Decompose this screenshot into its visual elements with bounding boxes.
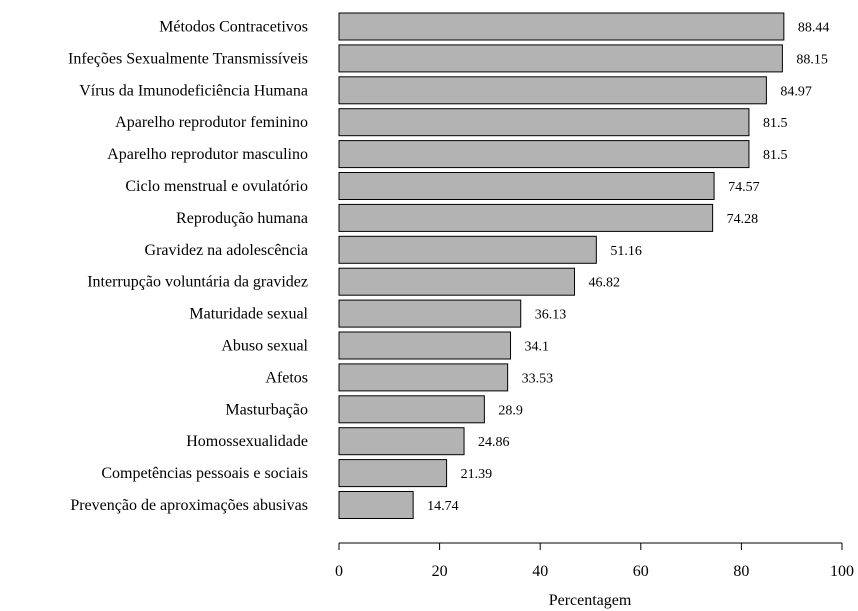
value-label: 33.53 (522, 371, 554, 386)
x-tick-label: 20 (432, 563, 448, 580)
category-label: Reprodução humana (176, 210, 308, 227)
value-label: 88.15 (796, 52, 828, 67)
bar (338, 235, 597, 264)
category-label: Interrupção voluntária da gravidez (87, 274, 308, 291)
bar (338, 363, 509, 392)
category-label: Masturbação (225, 401, 308, 418)
value-label: 36.13 (535, 308, 567, 323)
value-label: 21.39 (461, 467, 493, 482)
bar (338, 203, 714, 232)
category-label: Aparelho reprodutor feminino (115, 114, 308, 131)
value-labels: 88.44 88.15 84.97 81.5 81.5 74.57 74.28 51.16 46… (427, 21, 829, 515)
value-label: 24.86 (478, 435, 510, 450)
bar (338, 76, 767, 105)
x-axis-title: Percentagem (549, 592, 632, 609)
bar (338, 395, 485, 424)
bar (338, 299, 522, 328)
value-label: 84.97 (780, 84, 812, 99)
bar (338, 267, 576, 296)
value-label: 81.5 (763, 148, 788, 163)
bar (338, 108, 750, 137)
value-label: 81.5 (763, 116, 788, 131)
value-label: 46.82 (589, 276, 621, 291)
bar (338, 331, 512, 360)
category-label: Métodos Contracetivos (159, 19, 308, 36)
value-label: 28.9 (498, 403, 523, 418)
category-label: Competências pessoais e sociais (101, 465, 308, 482)
category-label: Homossexualidade (186, 433, 308, 450)
x-axis: 0 20 40 60 80 100 (335, 542, 854, 580)
x-tick-label: 0 (335, 563, 343, 580)
x-tick-label: 40 (532, 563, 548, 580)
value-label: 74.57 (728, 180, 760, 195)
bar (338, 491, 414, 519)
category-label: Aparelho reprodutor masculino (107, 146, 308, 163)
category-label: Maturidade sexual (189, 306, 308, 323)
value-label: 88.44 (798, 21, 830, 36)
category-label: Infeções Sexualmente Transmissíveis (68, 50, 308, 67)
category-label: Abuso sexual (221, 338, 308, 355)
bar (338, 12, 785, 41)
bars-group (338, 12, 785, 519)
x-tick-label: 80 (733, 563, 749, 580)
category-label: Prevenção de aproximações abusivas (70, 497, 308, 514)
bar (338, 172, 715, 200)
category-label: Ciclo menstrual e ovulatório (125, 178, 308, 195)
x-tick-label: 60 (633, 563, 649, 580)
bar (338, 140, 750, 169)
category-label: Afetos (265, 369, 308, 386)
value-label: 51.16 (610, 244, 642, 259)
value-label: 34.1 (525, 340, 550, 355)
value-label: 74.28 (727, 212, 759, 227)
category-label: Vírus da Imunodeficiência Humana (79, 82, 308, 99)
bar (338, 427, 465, 456)
x-tick-label: 100 (830, 563, 854, 580)
category-label: Gravidez na adolescência (145, 242, 308, 259)
bar (338, 44, 783, 73)
category-labels: Métodos Contracetivos Infeções Sexualment… (68, 19, 309, 515)
value-label: 14.74 (427, 499, 459, 514)
bar (338, 459, 448, 488)
